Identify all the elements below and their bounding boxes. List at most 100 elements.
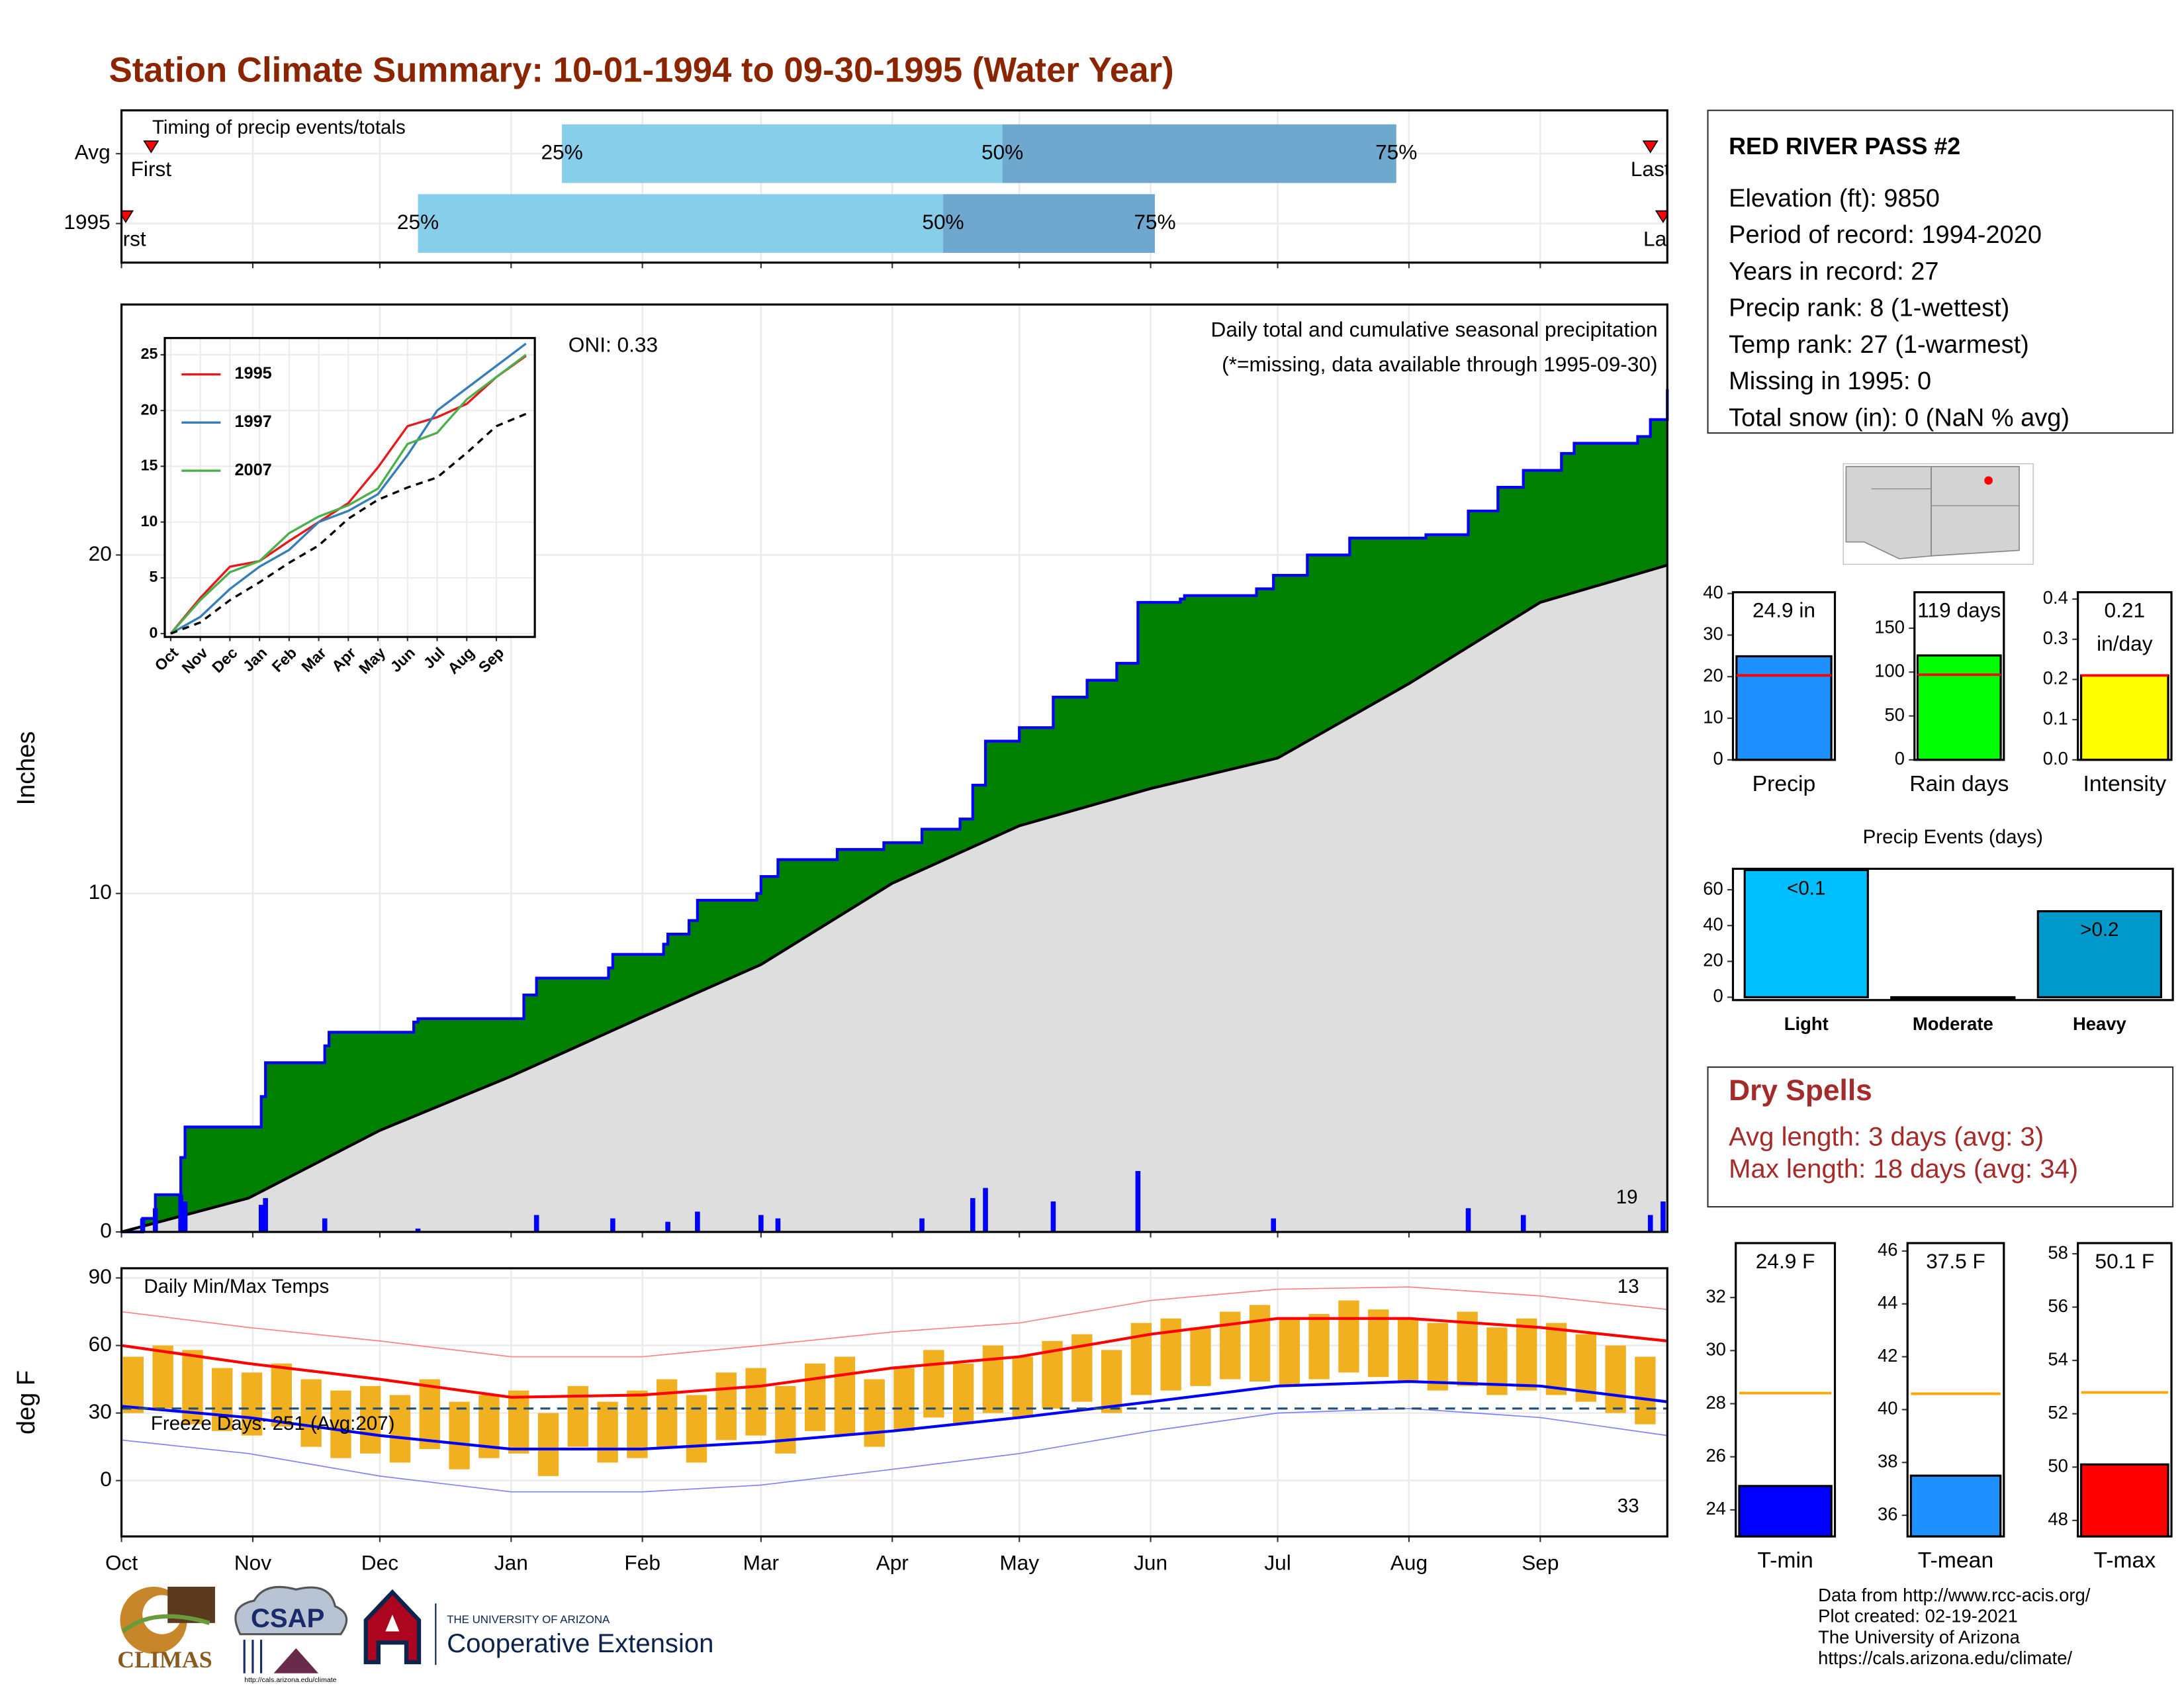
x-tick-label: Intensity — [2083, 771, 2166, 796]
temp-range-bar — [804, 1363, 826, 1431]
x-tick-label: Mar — [743, 1551, 779, 1575]
quartile-label: 75% — [1134, 210, 1175, 234]
temp-range-bar — [212, 1368, 233, 1431]
y-tick-label: 0.3 — [2043, 628, 2068, 648]
daily-bar — [322, 1218, 328, 1233]
temp-range-bar — [597, 1401, 618, 1463]
temp-line — [121, 1317, 1668, 1399]
daily-bar — [263, 1197, 268, 1233]
y-tick-label: 0 — [150, 624, 158, 641]
bar — [2080, 674, 2169, 761]
temp-range-bar — [923, 1350, 944, 1418]
event-label: First — [105, 226, 146, 250]
daily-bar — [152, 1208, 158, 1233]
bar — [2036, 910, 2162, 999]
y-tick-label: 0.4 — [2043, 587, 2068, 608]
cumulative-line — [121, 563, 1668, 1234]
legend-label: 1995 — [234, 364, 271, 383]
y-tick-label: 58 — [2048, 1242, 2068, 1262]
value-label: 50.1 F — [2095, 1249, 2154, 1273]
x-tick-label: Dec — [208, 644, 241, 677]
temp-range-bar — [745, 1368, 766, 1436]
row-label: 1995 — [64, 210, 110, 234]
temp-range-bar — [330, 1390, 351, 1458]
y-tick-label: 0 — [1713, 748, 1723, 769]
y-tick-label: 50 — [2048, 1456, 2068, 1476]
temp-range-bar — [449, 1401, 470, 1470]
temp-range-bar — [389, 1395, 411, 1463]
state-map — [1843, 463, 2034, 565]
panel-frame — [1913, 591, 2005, 761]
daily-bar — [983, 1188, 988, 1233]
value-label: 0.21 — [2105, 598, 2146, 622]
page-title: Station Climate Summary: 10-01-1994 to 0… — [109, 51, 1174, 90]
y-tick-label: 20 — [1703, 665, 1723, 685]
daily-bar — [1050, 1201, 1056, 1233]
y-tick-label: 10 — [89, 880, 112, 904]
temp-range-bar — [360, 1385, 381, 1454]
panel-frame — [1735, 1242, 1837, 1538]
x-tick-label: Jun — [387, 644, 419, 676]
y-tick-label: 56 — [2048, 1295, 2068, 1316]
panel-frame — [120, 303, 1668, 1233]
temp-range-bar — [1635, 1356, 1656, 1425]
y-tick-label: 0 — [100, 1467, 112, 1491]
y-tick-label: 25 — [141, 345, 158, 362]
daily-bar — [758, 1215, 764, 1233]
y-tick-label: 38 — [1878, 1450, 1897, 1471]
panel-frame — [1731, 591, 1837, 761]
y-tick-label: 54 — [2048, 1348, 2068, 1369]
temp-range-bar — [715, 1372, 737, 1440]
cumulative-line — [121, 389, 1669, 1234]
temp-range-bar — [1368, 1309, 1389, 1378]
daily-bar — [1135, 1171, 1141, 1233]
y-tick-label: 90 — [89, 1264, 112, 1288]
y-tick-label: 60 — [89, 1332, 112, 1356]
csap-url: http://cals.arizona.edu/climate — [244, 1676, 336, 1684]
temp-range-bar — [271, 1363, 293, 1427]
temp-range-bar — [1338, 1300, 1359, 1373]
quartile-label: 50% — [981, 140, 1023, 164]
temp-range-bar — [1308, 1313, 1330, 1380]
y-tick-label: 0.0 — [2043, 748, 2068, 769]
temp-range-bar — [122, 1356, 144, 1413]
x-tick-label: Aug — [444, 644, 477, 677]
y-tick-label: 10 — [141, 512, 158, 530]
y-tick-label: 28 — [1706, 1392, 1725, 1413]
x-tick-label: May — [355, 644, 388, 677]
temp-range-bar — [1101, 1350, 1122, 1413]
panel-frame — [1906, 1242, 2005, 1538]
station-box — [1707, 109, 2174, 434]
row-label: Avg — [75, 140, 111, 164]
temp-range-bar — [241, 1372, 263, 1436]
csap-logo: CSAP http://cals.arizona.edu/climate — [234, 1585, 348, 1684]
y-axis-label: deg F — [13, 1370, 40, 1434]
y-tick-label: 40 — [1878, 1398, 1897, 1419]
temp-range-bar — [775, 1385, 796, 1454]
bar — [2080, 1463, 2169, 1538]
quartile-bar — [1002, 124, 1396, 183]
panel-title: Daily Min/Max Temps — [144, 1276, 329, 1297]
y-tick-label: 48 — [2048, 1509, 2068, 1529]
temp-line — [121, 1380, 1668, 1451]
event-marker — [1642, 140, 1659, 154]
daily-bar — [1465, 1208, 1471, 1233]
bar-label: <0.1 — [1787, 878, 1825, 900]
annotation: (*=missing, data available through 1995-… — [1222, 352, 1657, 376]
panel-frame — [1731, 867, 2174, 1002]
dry-spells-line: Max length: 18 days (avg: 34) — [1729, 1154, 2078, 1184]
x-tick-label: May — [999, 1551, 1039, 1575]
quartile-label: 50% — [922, 210, 964, 234]
ua-main-text: Cooperative Extension — [447, 1629, 713, 1658]
daily-bar — [178, 1194, 183, 1233]
temp-range-bar — [1605, 1345, 1626, 1413]
x-tick-label: Precip — [1752, 771, 1816, 796]
y-tick-label: 0.1 — [2043, 708, 2068, 728]
station-line: Total snow (in): 0 (NaN % avg) — [1729, 404, 2070, 432]
y-tick-label: 15 — [141, 457, 158, 474]
quartile-label: 25% — [397, 210, 439, 234]
x-tick-label: Oct — [105, 1551, 138, 1575]
bar — [1743, 868, 1869, 999]
x-tick-label: Apr — [328, 644, 359, 675]
daily-bar — [1647, 1215, 1653, 1233]
